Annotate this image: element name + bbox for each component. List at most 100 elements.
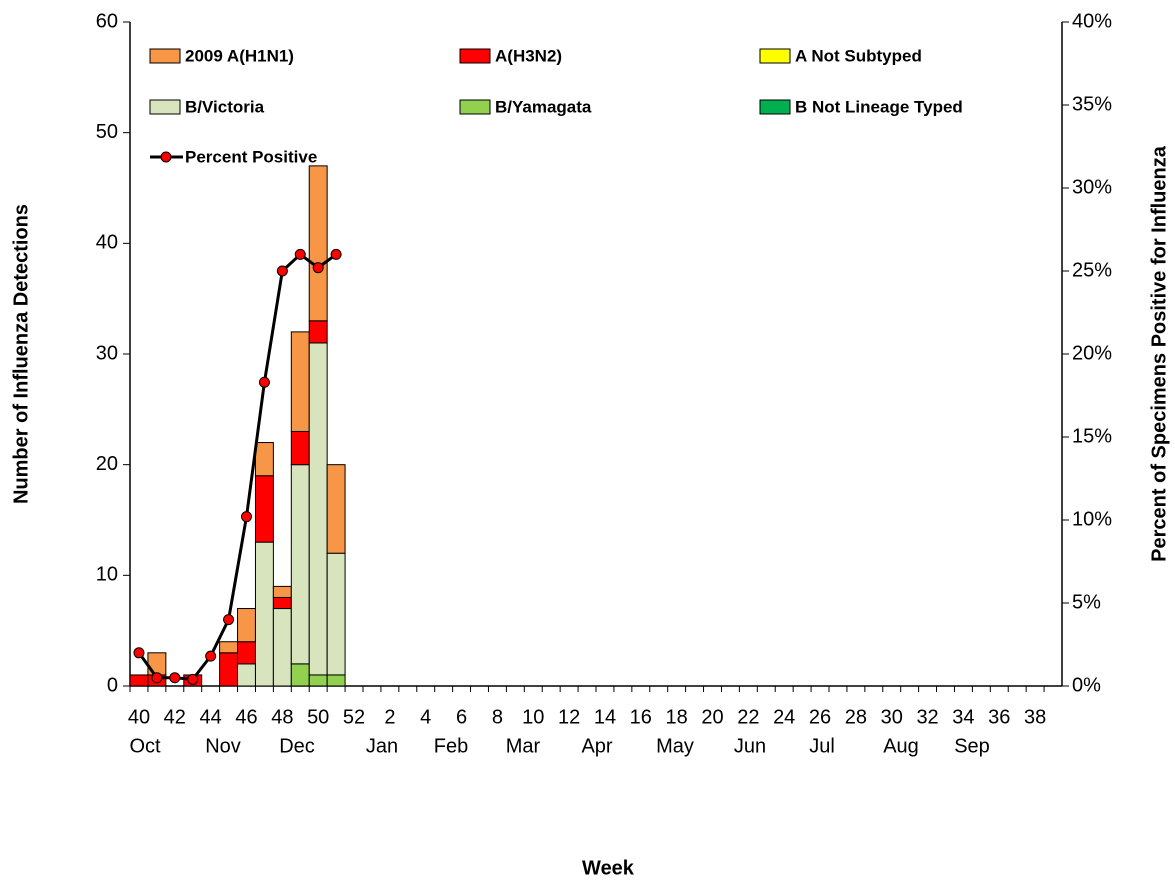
x-tick-label: 28 (845, 706, 867, 728)
legend-label: 2009 A(H1N1) (185, 46, 294, 65)
month-label: Dec (279, 735, 315, 757)
bar-segment (254, 541, 274, 687)
legend-swatch (149, 99, 181, 115)
x-tick-label: 6 (456, 706, 467, 728)
x-tick-label: 30 (881, 706, 903, 728)
line-marker (151, 672, 163, 684)
bar-segment (147, 652, 167, 676)
line-marker (294, 248, 306, 260)
x-axis-title: Week (582, 857, 635, 879)
legend-label: B Not Lineage Typed (795, 97, 963, 116)
bar-segment (290, 464, 310, 665)
legend-label: B/Victoria (185, 97, 265, 116)
bar-segment (272, 608, 292, 687)
month-label: Jan (366, 735, 398, 757)
x-tick-label: 38 (1024, 706, 1046, 728)
line-marker (241, 511, 252, 523)
line-marker (223, 614, 235, 626)
month-label: Jun (734, 735, 766, 757)
legend-label: B/Yamagata (495, 97, 592, 116)
y-tick-label: 0 (107, 674, 118, 696)
x-tick-label: 36 (988, 706, 1010, 728)
x-tick-label: 44 (200, 706, 222, 728)
y2-tick-label: 35% (1072, 93, 1112, 115)
month-label: Nov (205, 735, 241, 757)
bar-segment (237, 663, 256, 687)
x-tick-label: 8 (492, 706, 503, 728)
month-label: Aug (883, 735, 919, 757)
bar-segment (326, 552, 346, 676)
y2-tick-label: 30% (1072, 176, 1112, 198)
x-tick-label: 26 (809, 706, 831, 728)
line-marker (169, 672, 181, 684)
x-tick-label: 34 (952, 706, 974, 728)
y-tick-label: 50 (96, 121, 118, 143)
x-tick-label: 2 (384, 706, 395, 728)
legend-swatch (149, 48, 181, 64)
x-tick-label: 48 (271, 706, 293, 728)
y2-tick-label: 15% (1072, 425, 1112, 447)
bar-segment (308, 165, 328, 322)
x-tick-label: 12 (558, 706, 580, 728)
y2-tick-label: 25% (1072, 259, 1112, 281)
x-tick-label: 42 (164, 706, 186, 728)
legend-label: A Not Subtyped (795, 46, 922, 65)
y-tick-label: 60 (96, 10, 118, 32)
line-marker (205, 650, 217, 662)
x-tick-label: 24 (773, 706, 795, 728)
bar-segment (219, 652, 239, 687)
line-marker (187, 673, 199, 685)
y2-tick-label: 0% (1072, 674, 1101, 696)
y-tick-label: 40 (96, 232, 118, 254)
legend-swatch (759, 48, 791, 64)
line-marker (330, 248, 342, 260)
y2-tick-label: 5% (1072, 591, 1101, 613)
month-label: Sep (954, 735, 990, 757)
legend-swatch (459, 99, 491, 115)
legend-swatch (759, 99, 791, 115)
month-label: Oct (129, 735, 161, 757)
y2-tick-label: 40% (1072, 10, 1112, 32)
x-tick-label: 14 (594, 706, 616, 728)
legend-marker (160, 151, 172, 163)
legend-swatch (459, 48, 491, 64)
month-label: Feb (434, 735, 468, 757)
line-marker (258, 376, 270, 388)
month-label: Apr (581, 735, 612, 757)
x-tick-label: 20 (701, 706, 723, 728)
bar-segment (290, 331, 310, 432)
bar-segment (237, 608, 256, 643)
legend-label: A(H3N2) (495, 46, 562, 65)
bar-segment (326, 674, 346, 687)
bar-segment (272, 585, 292, 598)
line-marker (312, 262, 324, 274)
legend-label: Percent Positive (185, 147, 317, 166)
month-label: Jul (809, 735, 835, 757)
month-label: May (656, 735, 694, 757)
x-tick-label: 4 (420, 706, 431, 728)
bar-segment (290, 430, 310, 466)
x-tick-label: 32 (916, 706, 938, 728)
x-tick-label: 16 (630, 706, 652, 728)
x-tick-label: 40 (128, 706, 150, 728)
bar-segment (308, 320, 328, 344)
x-tick-label: 10 (522, 706, 544, 728)
y2-axis-title: Percent of Specimens Positive for Influe… (1148, 145, 1170, 562)
month-label: Mar (506, 735, 541, 757)
bar-segment (290, 663, 310, 687)
y2-tick-label: 10% (1072, 508, 1112, 530)
line-marker (276, 265, 288, 277)
x-tick-label: 22 (737, 706, 759, 728)
y2-tick-label: 20% (1072, 342, 1112, 364)
x-tick-label: 46 (235, 706, 257, 728)
x-tick-label: 18 (666, 706, 688, 728)
bar-segment (129, 674, 149, 687)
line-marker (133, 647, 145, 659)
y-axis-title: Number of Influenza Detections (10, 204, 32, 504)
bar-segment (326, 464, 346, 554)
bar-segment (237, 641, 256, 665)
bar-segment (308, 674, 328, 687)
bar-segment (254, 442, 274, 477)
